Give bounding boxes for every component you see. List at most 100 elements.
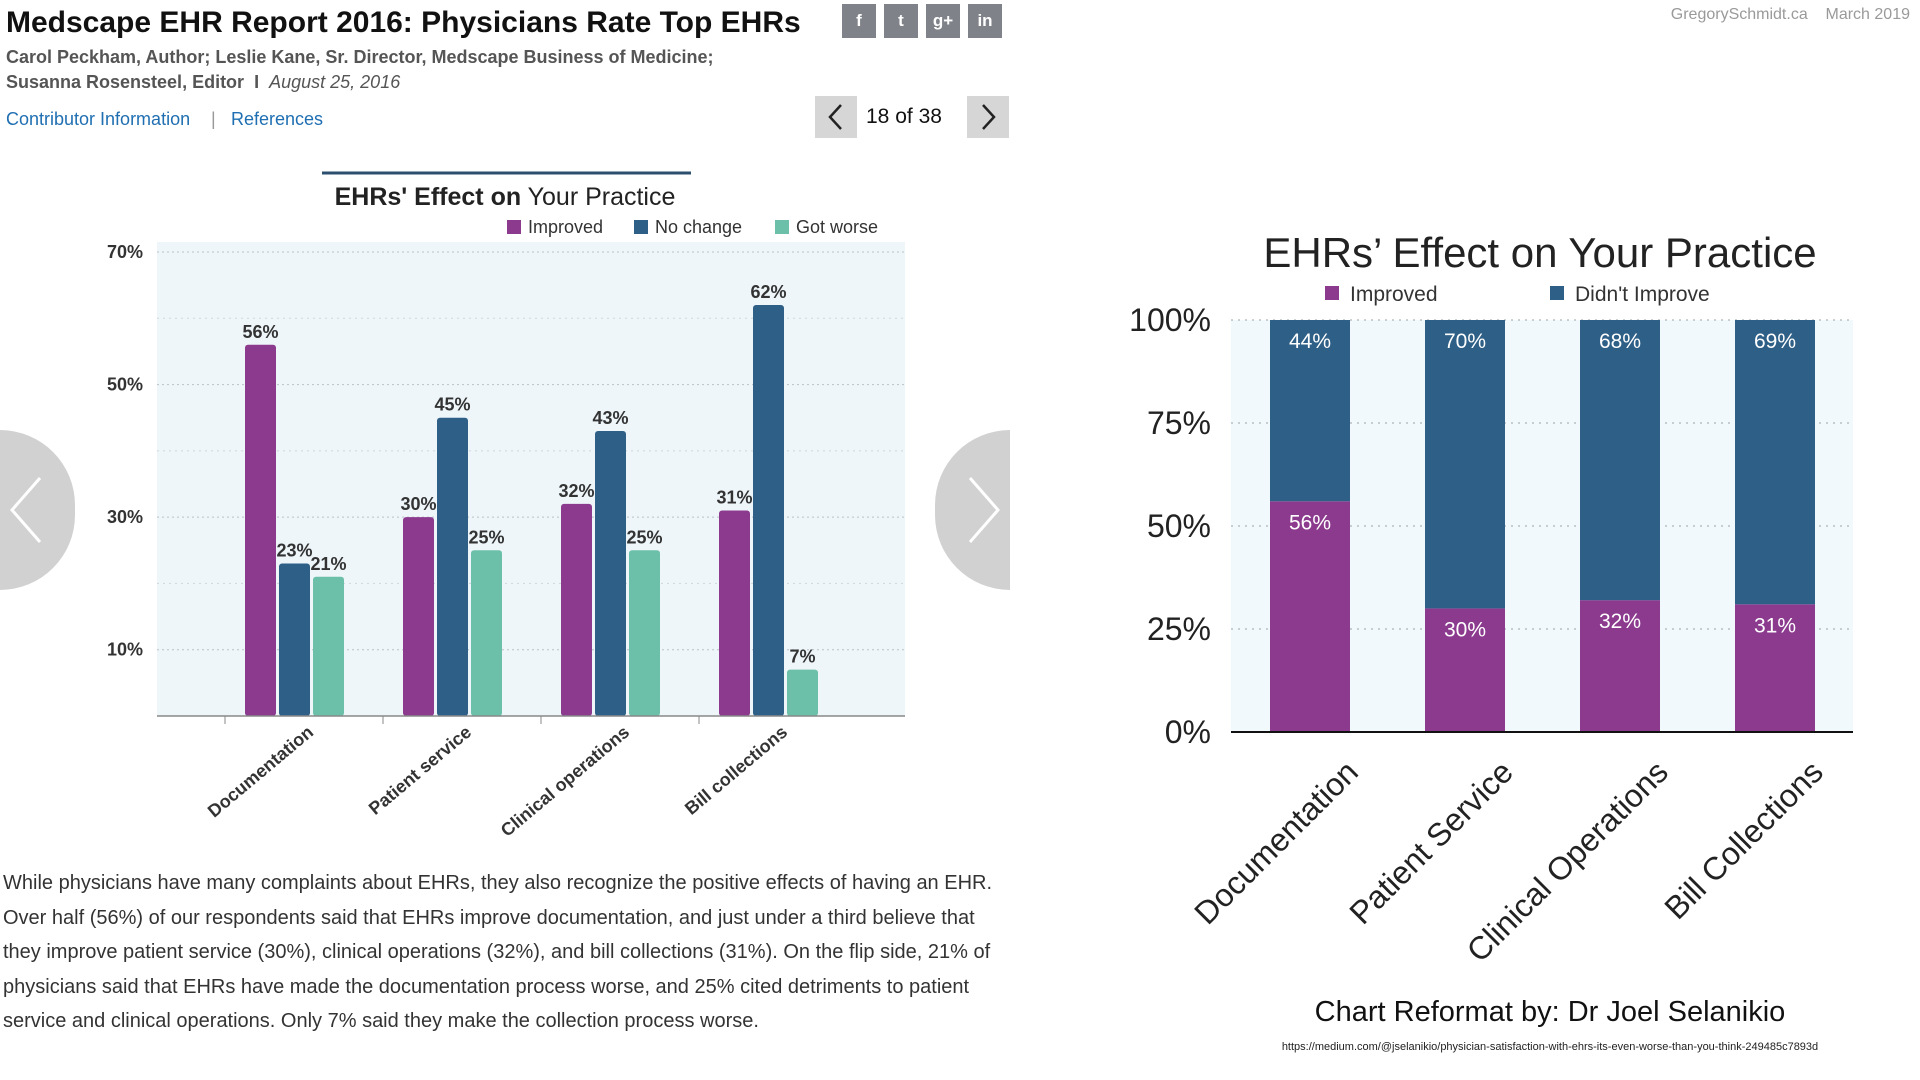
reformat-bar-didn-t-improve-documentation [1270, 320, 1350, 502]
data-label: 56% [242, 322, 278, 342]
chevron-right-icon [982, 104, 996, 130]
legend-label-no-change: No change [655, 217, 742, 237]
bar-no-change-clinical-operations [595, 430, 626, 716]
bar-got-worse-bill-collections [787, 669, 818, 716]
twitter-share-button[interactable]: t [884, 4, 918, 38]
large-next-arrow[interactable] [935, 430, 1010, 590]
bar-improved-patient-service [403, 517, 434, 716]
slide-counter: 18 of 38 [866, 105, 942, 129]
data-label: 25% [468, 527, 504, 547]
google-plus-icon: g+ [932, 11, 954, 30]
bar-improved-bill-collections [719, 510, 750, 716]
of-label: of [895, 105, 913, 128]
reformat-data-label: 31% [1754, 614, 1796, 637]
chevron-left-icon [828, 104, 842, 130]
bar-got-worse-documentation [313, 576, 344, 716]
reformat-y-tick-label: 25% [1147, 611, 1211, 647]
watermark-site: GregorySchmidt.ca [1670, 6, 1808, 23]
article-title: Medscape EHR Report 2016: Physicians Rat… [6, 6, 801, 39]
reformat-data-label: 68% [1599, 330, 1641, 353]
reformat-data-label: 70% [1444, 330, 1486, 353]
reformat-x-category-label: Documentation [1187, 753, 1365, 931]
chart-credit: Chart Reformat by: Dr Joel Selanikio [1314, 996, 1786, 1028]
facebook-share-button[interactable]: f [842, 4, 876, 38]
reformat-y-tick-label: 100% [1129, 302, 1211, 338]
previous-slide-button[interactable] [815, 96, 857, 138]
reformatted-chart: EHRs’ Effect on Your Practice Improved Di… [1129, 229, 1853, 969]
legend-label-got-worse: Got worse [796, 217, 878, 237]
reformat-legend-swatch-didn-t-improve [1550, 286, 1564, 300]
reformat-data-label: 56% [1289, 511, 1331, 534]
watermark-date: March 2019 [1825, 6, 1911, 23]
google-plus-share-button[interactable]: g+ [926, 4, 960, 38]
reformat-bar-improved-clinical-operations [1580, 600, 1660, 732]
data-label: 45% [434, 395, 470, 415]
publish-date: August 25, 2016 [269, 72, 401, 92]
bar-got-worse-patient-service [471, 550, 502, 716]
reformat-data-label: 69% [1754, 330, 1796, 353]
references-link[interactable]: References [231, 109, 324, 129]
data-label: 23% [276, 541, 312, 561]
reformat-legend-label-improved: Improved [1350, 283, 1438, 306]
medscape-chart: EHRs' Effect on Your Practice Improved No… [107, 171, 905, 841]
chevron-left-icon [10, 477, 42, 543]
editor-name: Susanna Rosensteel, Editor [6, 72, 245, 92]
x-category-label: Bill collections [681, 722, 791, 819]
y-tick-label: 10% [107, 640, 143, 660]
article-body: While physicians have many complaints ab… [3, 872, 993, 1032]
reformat-bar-improved-bill-collections [1735, 604, 1815, 732]
bar-got-worse-clinical-operations [629, 550, 660, 716]
reformat-y-tick-label: 75% [1147, 405, 1211, 441]
reformat-data-label: 44% [1289, 330, 1331, 353]
x-category-label: Documentation [204, 722, 317, 822]
linkedin-share-button[interactable]: in [968, 4, 1002, 38]
y-tick-label: 30% [107, 507, 143, 527]
data-label: 31% [716, 488, 752, 508]
current-slide: 18 [866, 105, 890, 128]
watermark: GregorySchmidt.ca March 2019 [1671, 6, 1910, 24]
authors-line-2: Susanna Rosensteel, Editor I August 25, … [6, 72, 400, 93]
reformat-y-tick-label: 0% [1165, 714, 1211, 750]
legend-label-improved: Improved [528, 217, 603, 237]
reformat-data-label: 32% [1599, 610, 1641, 633]
reformat-bar-didn-t-improve-clinical-operations [1580, 320, 1660, 601]
data-label: 25% [626, 527, 662, 547]
reformat-x-category-label: Patient Service [1342, 753, 1520, 931]
bar-improved-documentation [245, 344, 276, 716]
link-separator: | [211, 109, 216, 129]
x-category-label: Clinical operations [497, 722, 633, 841]
source-url: https://medium.com/@jselanikio/physician… [1281, 1041, 1819, 1053]
separator: I [254, 72, 260, 92]
contributor-information-link[interactable]: Contributor Information [6, 109, 191, 129]
bar-improved-clinical-operations [561, 503, 592, 716]
bar-no-change-patient-service [437, 417, 468, 716]
reformat-chart-title: EHRs’ Effect on Your Practice [1263, 229, 1816, 276]
legend-swatch-improved [507, 220, 521, 234]
reformat-bar-improved-patient-service [1425, 608, 1505, 732]
y-tick-label: 50% [107, 375, 143, 395]
total-slides: 38 [918, 105, 942, 128]
chart-title: EHRs' Effect on Your Practice [335, 183, 676, 211]
linkedin-icon: in [977, 11, 993, 30]
reformat-chart-legend: Improved Didn't Improve [1325, 283, 1710, 306]
data-label: 43% [592, 408, 628, 428]
facebook-icon: f [856, 11, 862, 30]
bar-no-change-bill-collections [753, 305, 784, 716]
data-label: 62% [750, 282, 786, 302]
bar-no-change-documentation [279, 563, 310, 716]
legend-swatch-got-worse [775, 220, 789, 234]
reformat-bar-didn-t-improve-bill-collections [1735, 320, 1815, 605]
large-previous-arrow[interactable] [0, 430, 75, 590]
data-label: 21% [310, 554, 346, 574]
authors-line-1: Carol Peckham, Author; Leslie Kane, Sr. … [6, 47, 714, 67]
twitter-icon: t [898, 11, 904, 30]
chevron-right-icon [968, 477, 1000, 543]
chart-legend: Improved No change Got worse [507, 217, 878, 237]
y-tick-label: 70% [107, 242, 143, 262]
next-slide-button[interactable] [967, 96, 1009, 138]
reformat-legend-swatch-improved [1325, 286, 1339, 300]
data-label: 7% [789, 647, 815, 667]
x-category-label: Patient service [365, 722, 475, 819]
data-label: 30% [400, 494, 436, 514]
legend-swatch-no-change [634, 220, 648, 234]
